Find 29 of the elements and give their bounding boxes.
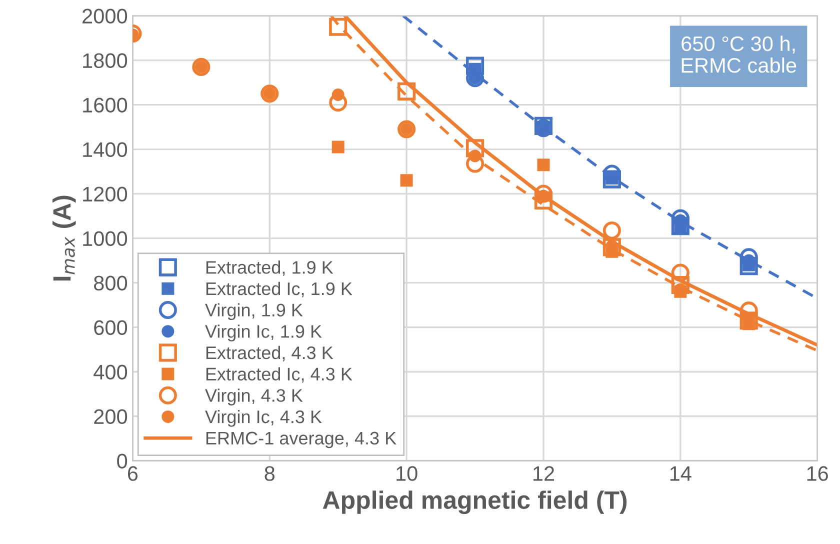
legend-label: Extracted Ic, 4.3 K [206,367,352,383]
x-tick-label: 14 [670,466,692,481]
y-tick-label: 200 [94,409,128,424]
x-tick-label: 12 [533,466,554,481]
y-tick-label: 0 [117,454,128,469]
legend-label: Virgin, 4.3 K [205,388,303,406]
x-tick-label: 8 [264,466,275,481]
y-tick-label: 1200 [83,186,128,202]
y-tick-label: 600 [94,320,128,336]
y-tick-label: 1400 [83,142,128,158]
x-axis-title: Applied magnetic field (T) [322,490,627,514]
annotation: 650 °C 30 h, ERMC cable [682,36,796,73]
legend-label: ERMC-1 average, 4.3 K [206,432,396,448]
y-tick-label: 1000 [83,231,128,246]
legend-label: Extracted Ic, 1.9 K [206,282,352,298]
y-tick-label: 800 [94,276,128,291]
x-tick-label: 6 [128,466,138,481]
y-axis-title: I$_{max}$ (A) [52,196,76,280]
y-tick-label: 1800 [83,53,128,68]
x-tick-label: 10 [396,466,418,481]
legend-label: Virgin Ic, 4.3 K [205,410,322,427]
y-tick-label: 1600 [83,98,128,113]
legend-label: Virgin Ic, 1.9 K [205,324,322,342]
y-tick-label: 2000 [82,8,128,24]
y-tick-label: 400 [94,364,128,380]
legend-label: Extracted, 1.9 K [206,260,334,276]
legend-label: Virgin, 1.9 K [205,303,303,320]
x-tick-label: 16 [807,466,828,481]
legend-label: Extracted, 4.3 K [206,346,334,362]
